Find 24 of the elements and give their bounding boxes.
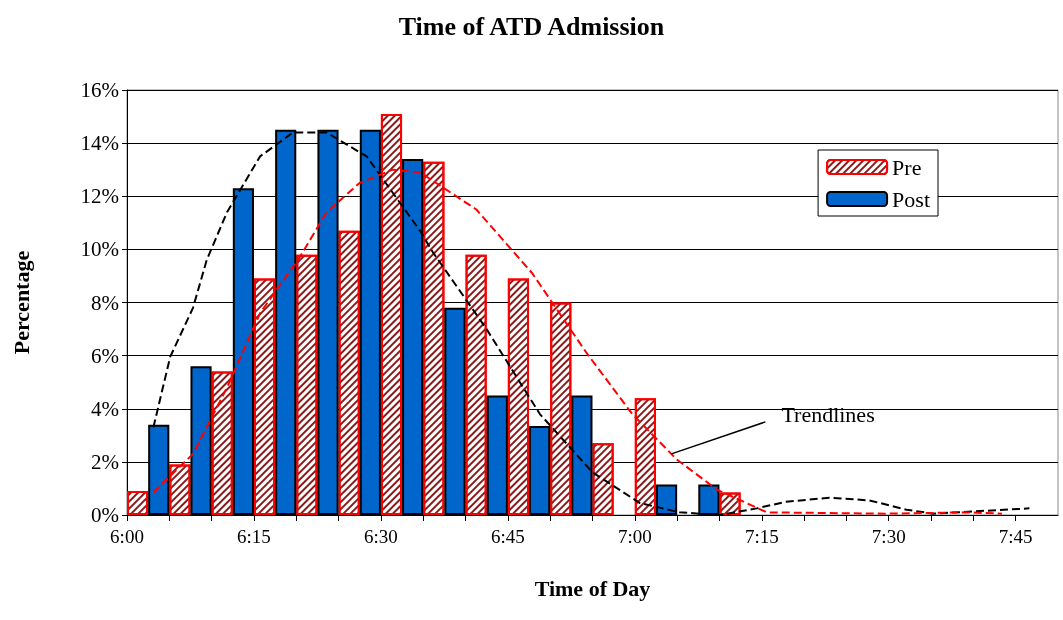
y-tick-label: 0%: [91, 503, 119, 527]
x-tick-label: 7:30: [871, 526, 906, 547]
y-tick-label: 10%: [80, 237, 119, 262]
chart-title: Time of ATD Admission: [398, 11, 665, 41]
y-tick-label: 6%: [91, 343, 119, 368]
x-tick-label: 6:30: [364, 526, 398, 547]
y-tick-label: 2%: [91, 449, 119, 474]
x-tick-label: 6:15: [237, 526, 271, 547]
legend-label: Post: [892, 186, 931, 212]
bar: [486, 395, 508, 515]
y-tick-label: 8%: [91, 290, 119, 315]
x-tick-label: 6:45: [490, 526, 525, 547]
y-axis-title: Percentage: [8, 250, 34, 355]
x-axis-title: Time of Day: [534, 575, 651, 601]
y-tick-label: 16%: [80, 78, 119, 102]
x-tick-label: 7:00: [617, 526, 652, 547]
y-tick-label: 14%: [80, 131, 119, 156]
y-tick-label: 4%: [91, 396, 119, 421]
x-tick-label: 6:00: [110, 526, 144, 547]
y-tick-label: 12%: [80, 184, 119, 209]
x-tick-label: 7:15: [744, 526, 779, 547]
x-tick-label: 7:45: [998, 526, 1033, 547]
legend-label: Pre: [892, 154, 922, 180]
annotation: Trendlines: [781, 402, 875, 428]
